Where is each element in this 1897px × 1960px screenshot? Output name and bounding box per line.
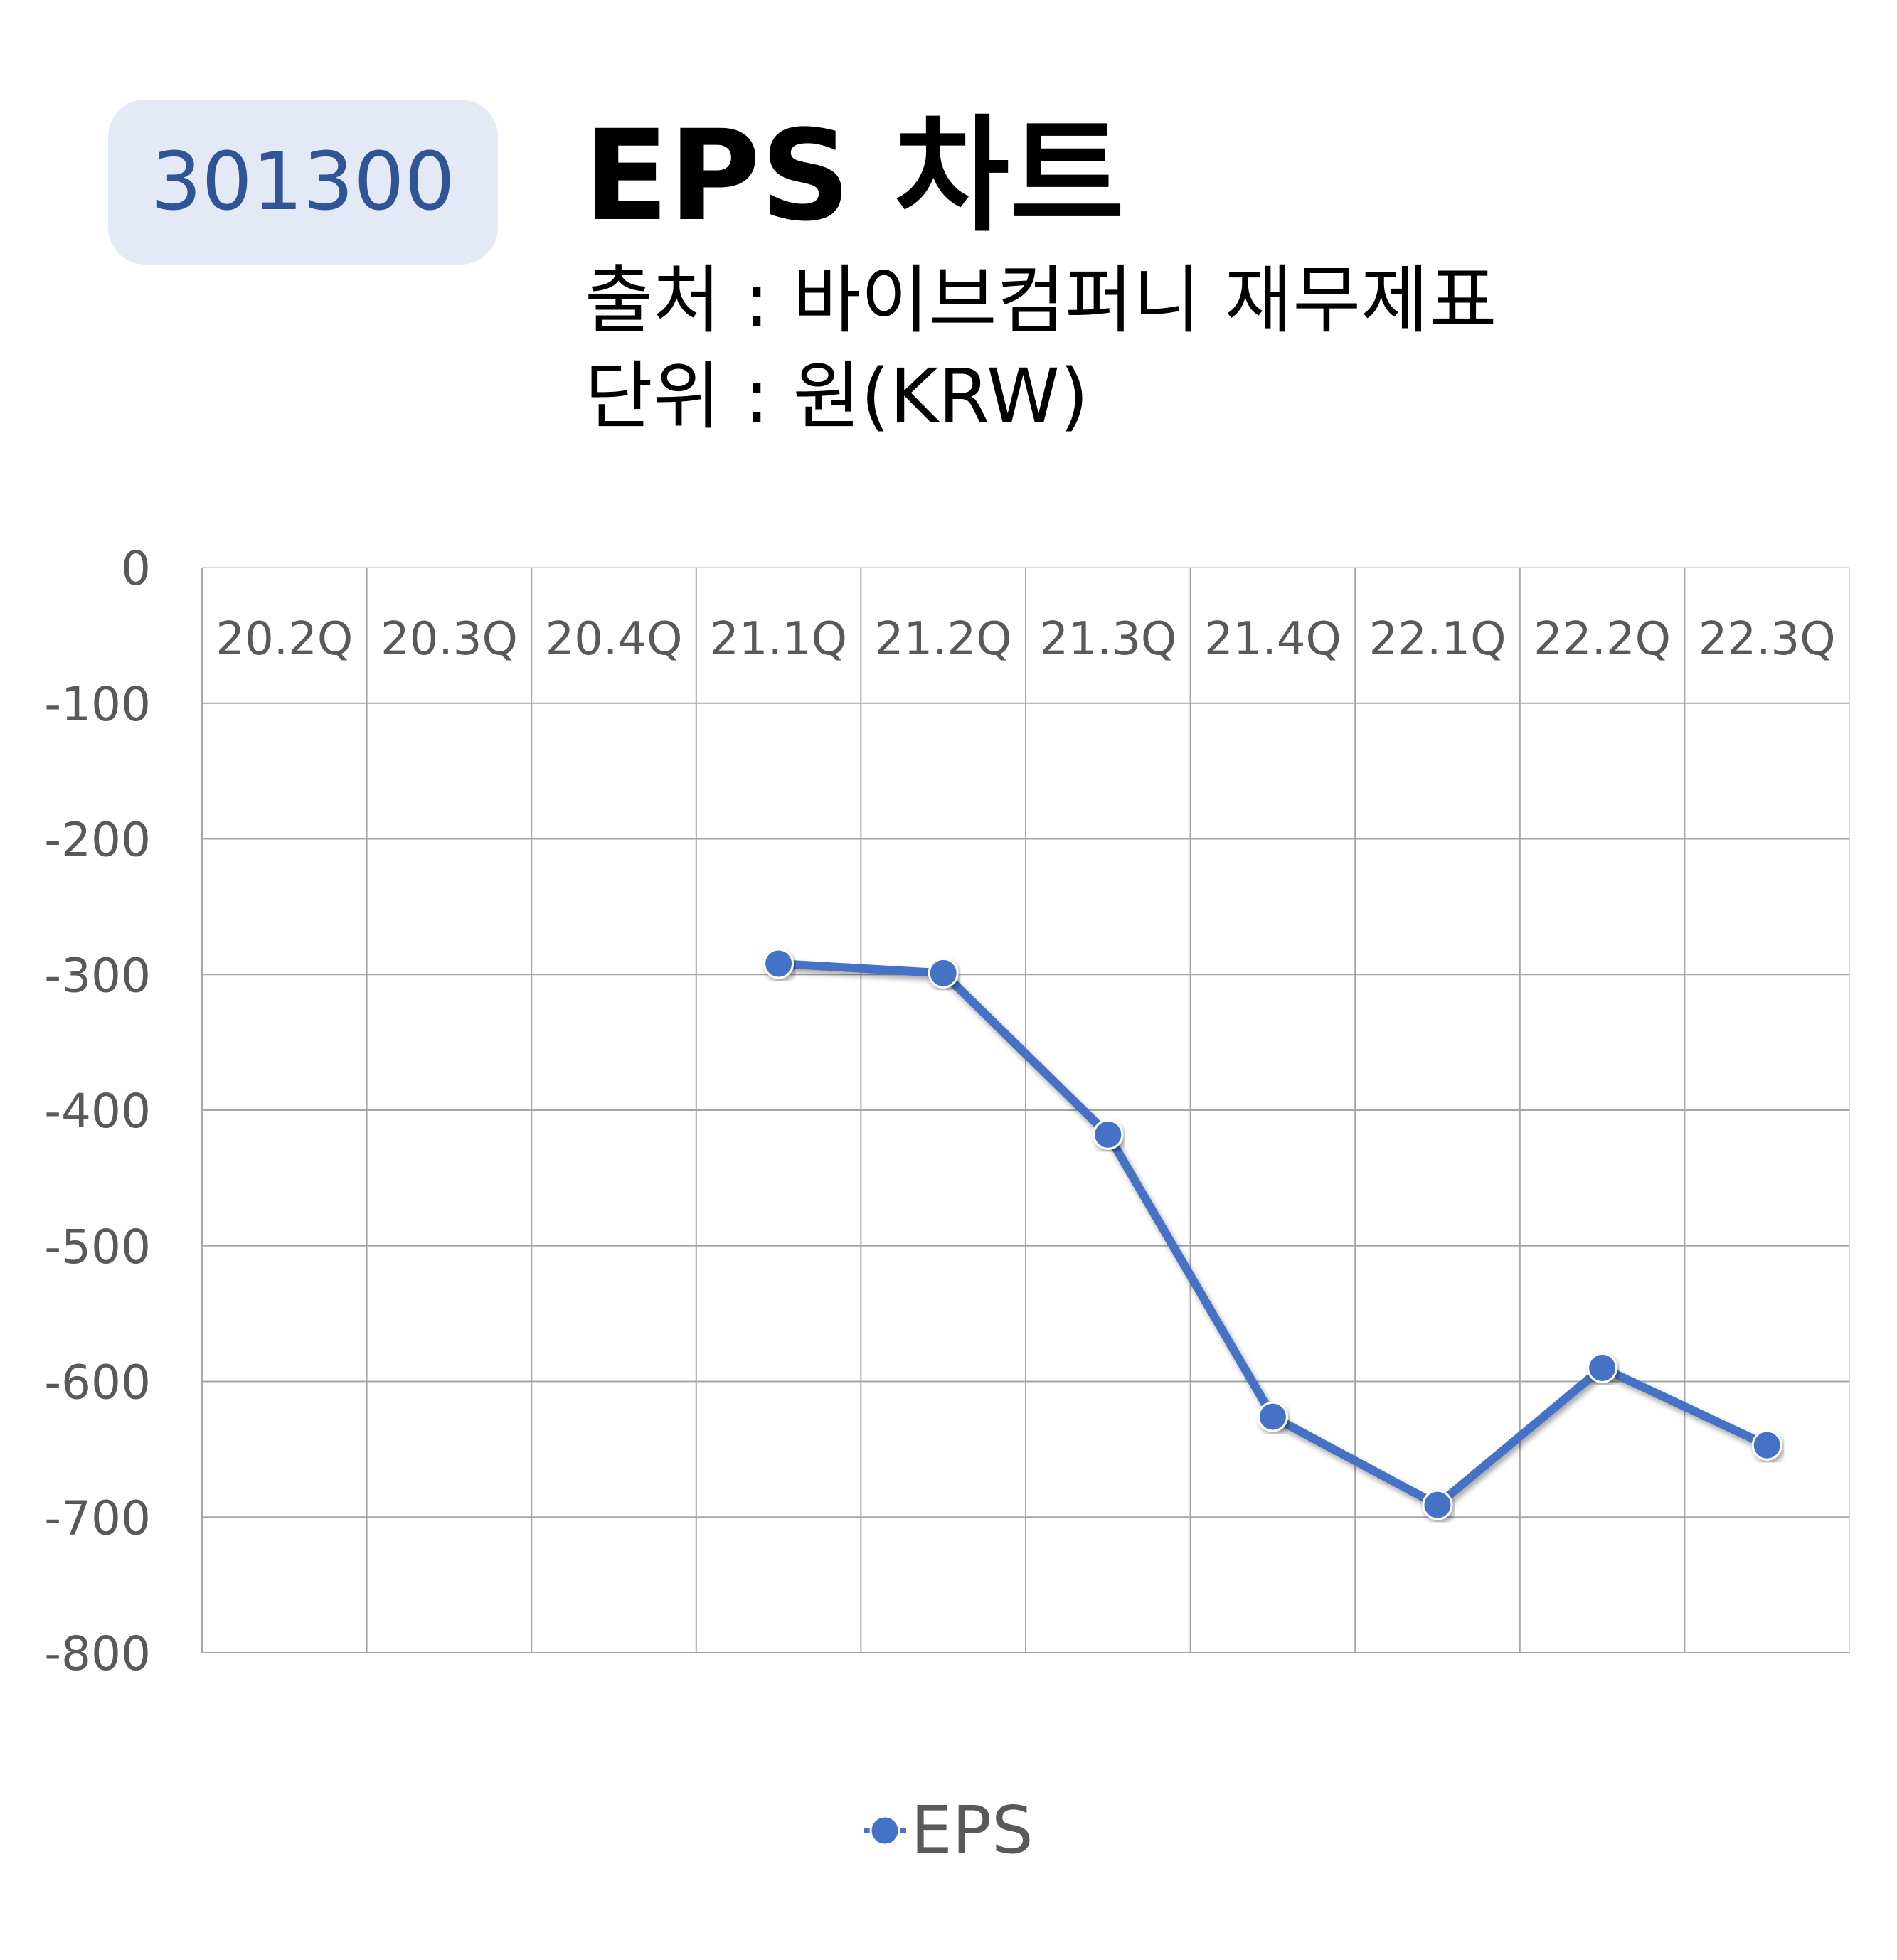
data-point-eps — [1751, 1429, 1782, 1461]
legend-marker-icon — [864, 1809, 907, 1852]
stock-code: 301300 — [151, 136, 455, 228]
legend-label-eps: EPS — [910, 1792, 1033, 1868]
x-category-label: 20.2Q — [216, 613, 353, 666]
chart-title: EPS 차트 — [583, 103, 1125, 249]
y-tick-label: -600 — [44, 1356, 151, 1410]
y-axis-tick-labels: 0 -100 -200 -300 -400 -500 -600 -700 -800 — [44, 541, 151, 1681]
source-line: 출처 : 바이브컴퍼니 재무제표 — [585, 257, 1497, 343]
stock-code-badge: 301300 — [108, 100, 498, 265]
unit-line: 단위 : 원(KRW) — [585, 353, 1089, 440]
data-point-eps — [928, 957, 959, 989]
x-axis-category-labels: 20.2Q 20.3Q 20.4Q 21.1Q 21.2Q 21.3Q 21.4Q 22.1Q… — [216, 613, 1835, 666]
x-category-label: 22.3Q — [1699, 613, 1836, 666]
data-point-eps — [1257, 1401, 1288, 1432]
x-category-label: 20.4Q — [546, 613, 683, 666]
y-tick-label: -800 — [44, 1626, 151, 1681]
data-point-eps — [1422, 1489, 1453, 1520]
y-tick-label: -400 — [44, 1084, 151, 1139]
eps-line-chart: 0-100-200-300-400-500-600-700-800 20.2Q 2… — [44, 541, 1850, 1681]
y-tick-label: -100 — [44, 677, 151, 732]
x-category-label: 21.2Q — [875, 613, 1012, 666]
y-tick-label: -300 — [44, 948, 151, 1003]
y-tick-label: -200 — [44, 813, 151, 868]
x-category-label: 20.3Q — [381, 613, 518, 666]
y-tick-label: -700 — [44, 1491, 151, 1545]
data-point-eps — [1587, 1352, 1618, 1383]
y-tick-label: -500 — [44, 1220, 151, 1274]
x-category-label: 22.2Q — [1534, 613, 1671, 666]
series-eps — [763, 948, 1782, 1520]
x-category-label: 21.3Q — [1039, 613, 1176, 666]
x-category-label: 22.1Q — [1369, 613, 1507, 666]
grid-lines — [201, 567, 1850, 1653]
x-category-label: 21.1Q — [710, 613, 847, 666]
legend: EPS — [0, 1792, 1897, 1868]
y-tick-label: 0 — [121, 541, 151, 596]
data-point-eps — [763, 948, 795, 979]
data-point-eps — [1093, 1119, 1124, 1150]
x-category-label: 21.4Q — [1204, 613, 1341, 666]
